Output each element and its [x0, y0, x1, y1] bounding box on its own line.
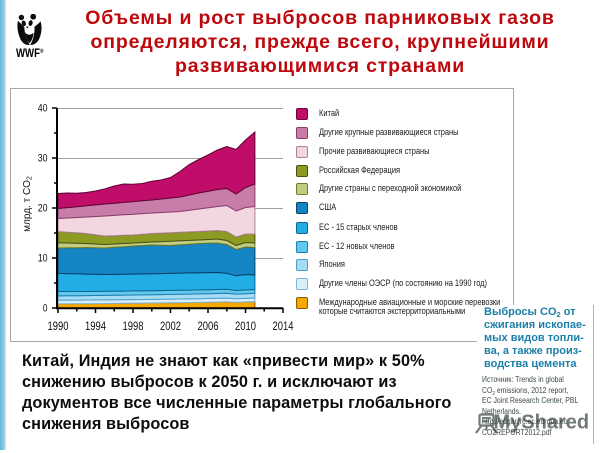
svg-text:MyShared: MyShared [494, 412, 590, 434]
svg-text:1994: 1994 [85, 319, 106, 333]
svg-text:10: 10 [38, 253, 48, 265]
svg-text:млрд. т CO2: млрд. т CO2 [22, 176, 34, 232]
svg-text:2006: 2006 [198, 319, 219, 333]
svg-text:1990: 1990 [48, 319, 69, 333]
svg-text:0: 0 [43, 303, 48, 315]
svg-text:2002: 2002 [160, 319, 181, 333]
svg-text:20: 20 [38, 203, 48, 215]
svg-text:1998: 1998 [123, 319, 144, 333]
svg-text:2014: 2014 [273, 319, 294, 333]
svg-text:40: 40 [38, 103, 48, 115]
svg-text:30: 30 [38, 153, 48, 165]
svg-text:2010: 2010 [235, 319, 256, 333]
